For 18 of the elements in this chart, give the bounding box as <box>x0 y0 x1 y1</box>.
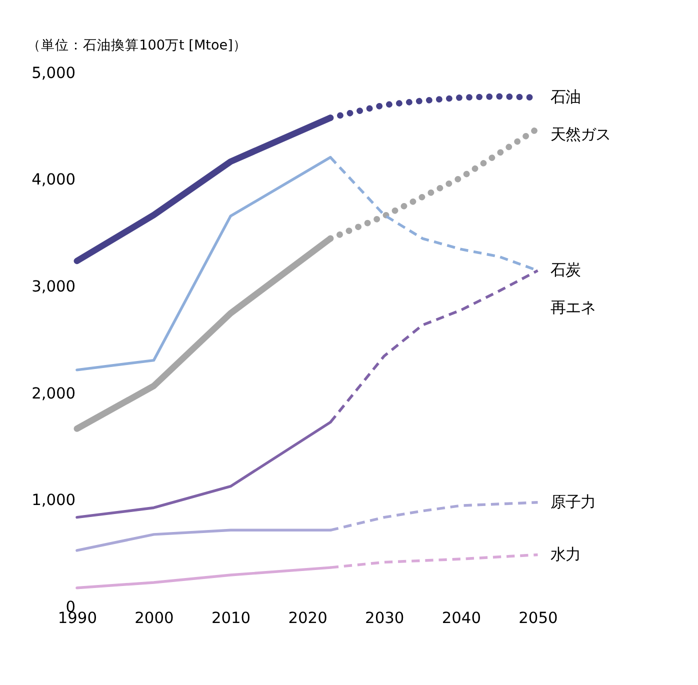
x-tick-label: 2020 <box>288 608 328 627</box>
y-tick-label: 3,000 <box>32 278 76 296</box>
y-tick-label: 1,000 <box>32 491 76 510</box>
x-tick-label: 2030 <box>365 608 404 627</box>
x-tick-label: 2000 <box>134 608 174 627</box>
series-label: 石油 <box>550 88 580 106</box>
text: 再エネ <box>550 298 596 316</box>
y-tick-label: 5,000 <box>32 64 76 82</box>
x-tick-label: 2010 <box>211 608 251 627</box>
series-label: 石炭 <box>550 261 580 280</box>
y-axis-title: （単位：石油換算100万t [Mtoe]） <box>27 37 247 54</box>
x-tick-label: 2050 <box>518 608 558 627</box>
series-label: 水力 <box>550 545 580 564</box>
x-tick-label: 2040 <box>442 608 481 627</box>
y-tick-label: 2,000 <box>32 384 76 402</box>
y-tick-label: 4,000 <box>32 170 76 189</box>
series-label: 原子力 <box>550 492 596 511</box>
series-label: 天然ガス <box>550 125 610 144</box>
